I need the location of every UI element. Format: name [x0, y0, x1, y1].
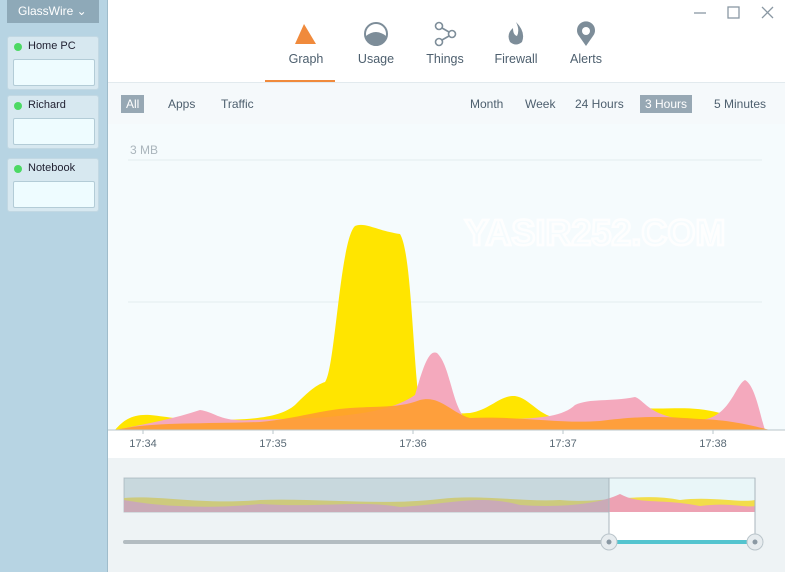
time-label: 17:35 — [259, 438, 287, 450]
active-tab-underline — [265, 80, 335, 82]
range-week[interactable]: Week — [525, 97, 556, 111]
range-month[interactable]: Month — [470, 97, 504, 111]
time-label: 17:34 — [129, 438, 157, 450]
tab-usage[interactable]: Usage — [357, 52, 395, 66]
filter-all[interactable]: All — [121, 95, 145, 113]
device-card[interactable]: Home PC — [7, 36, 99, 90]
device-card[interactable]: Richard — [7, 95, 99, 149]
device-graph — [13, 181, 95, 208]
app-menu[interactable]: GlassWire ⌄ — [7, 0, 99, 23]
filter-apps[interactable]: Apps — [168, 97, 196, 111]
device-card[interactable]: Notebook — [7, 158, 99, 212]
range-24h[interactable]: 24 Hours — [575, 97, 624, 111]
graph-background — [108, 124, 785, 430]
tab-alerts[interactable]: Alerts — [570, 52, 602, 66]
device-name: Home PC — [28, 40, 76, 52]
traffic-area-incoming — [115, 224, 752, 430]
overview-strip — [123, 477, 756, 513]
time-label: 17:37 — [549, 438, 577, 450]
tab-things[interactable]: Things — [426, 52, 464, 66]
overview-outgoing — [124, 494, 755, 512]
app-title: GlassWire — [18, 4, 74, 18]
handle-dot — [606, 539, 612, 545]
traffic-area-overlap — [115, 399, 770, 430]
time-label: 17:38 — [699, 438, 727, 450]
range-5min[interactable]: 5 Minutes — [714, 97, 767, 111]
handle-dot — [752, 539, 758, 545]
usage-icon-fill — [366, 32, 386, 46]
tab-firewall[interactable]: Firewall — [494, 52, 538, 66]
overview-incoming — [124, 497, 755, 512]
things-icon — [434, 21, 457, 47]
filter-traffic[interactable]: Traffic — [221, 97, 254, 111]
selection-window — [609, 512, 755, 541]
status-dot — [14, 165, 22, 173]
graph-icon — [295, 24, 316, 44]
device-name: Notebook — [28, 162, 76, 174]
firewall-icon — [508, 22, 524, 45]
overview-unselected — [124, 478, 609, 512]
scale-label: 3 MB — [130, 143, 158, 157]
device-graph — [13, 59, 95, 86]
time-label: 17:36 — [399, 438, 427, 450]
device-name: Richard — [28, 99, 66, 111]
watermark: YASIR252.COM — [465, 212, 726, 253]
overview-panel — [108, 458, 785, 572]
slider-handle-left[interactable] — [600, 533, 618, 551]
tab-icons — [265, 6, 774, 82]
tab-graph[interactable]: Graph — [288, 52, 324, 66]
traffic-area-outgoing — [115, 352, 765, 430]
range-3h[interactable]: 3 Hours — [640, 95, 693, 113]
status-dot — [14, 43, 22, 51]
device-graph — [13, 118, 95, 145]
slider-handle-right[interactable] — [746, 533, 764, 551]
close-button[interactable] — [761, 6, 774, 19]
maximize-button[interactable] — [727, 6, 740, 19]
status-dot — [14, 102, 22, 110]
alerts-icon-dot — [582, 27, 590, 35]
